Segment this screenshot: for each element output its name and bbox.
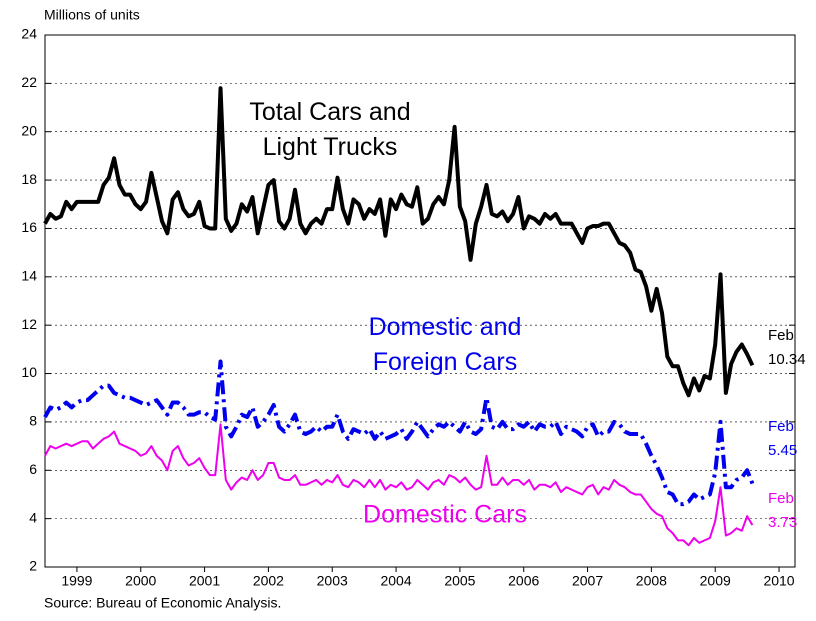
x-tick-label: 2001 bbox=[189, 573, 220, 589]
y-tick-label: 8 bbox=[29, 413, 37, 429]
source: Source: Bureau of Economic Analysis. bbox=[44, 595, 281, 611]
y-axis-label: Millions of units bbox=[44, 7, 140, 23]
series-label: Domestic Cars bbox=[363, 500, 527, 529]
x-tick-label: 2009 bbox=[700, 573, 731, 589]
x-tick-label: 2005 bbox=[444, 573, 475, 589]
y-tick-label: 10 bbox=[21, 364, 37, 380]
y-tick-label: 2 bbox=[29, 558, 37, 574]
x-tick-label: 2000 bbox=[125, 573, 156, 589]
y-tick-label: 18 bbox=[21, 171, 37, 187]
x-tick-label: 2010 bbox=[763, 573, 794, 589]
y-tick-label: 16 bbox=[21, 219, 37, 235]
y-tick-label: 12 bbox=[21, 316, 37, 332]
series-line bbox=[43, 86, 755, 398]
y-tick-label: 24 bbox=[21, 26, 37, 42]
x-tick-label: 2003 bbox=[317, 573, 348, 589]
end-value: 5.45 bbox=[768, 442, 798, 459]
y-tick-label: 22 bbox=[21, 74, 37, 90]
y-tick-label: 4 bbox=[29, 509, 37, 525]
x-tick-label: 2006 bbox=[508, 573, 539, 589]
end-label: Feb bbox=[768, 490, 794, 507]
end-value: 10.34 bbox=[768, 351, 806, 368]
y-tick-label: 6 bbox=[29, 461, 37, 477]
series-line bbox=[43, 359, 755, 507]
plot-frame bbox=[44, 34, 796, 568]
end-label: Feb bbox=[768, 327, 794, 344]
series-label: Domestic and Foreign Cars bbox=[368, 313, 522, 376]
y-tick-label: 14 bbox=[21, 268, 37, 284]
x-tick-label: 2002 bbox=[253, 573, 284, 589]
end-value: 3.73 bbox=[768, 514, 798, 531]
x-tick-label: 2008 bbox=[636, 573, 667, 589]
series-line bbox=[44, 423, 754, 547]
x-tick-label: 1999 bbox=[61, 573, 92, 589]
y-tick-label: 20 bbox=[21, 122, 37, 138]
end-label: Feb bbox=[768, 418, 794, 435]
x-tick-label: 2004 bbox=[380, 573, 411, 589]
x-tick-label: 2007 bbox=[572, 573, 603, 589]
series-label: Total Cars and Light Trucks bbox=[249, 98, 411, 161]
